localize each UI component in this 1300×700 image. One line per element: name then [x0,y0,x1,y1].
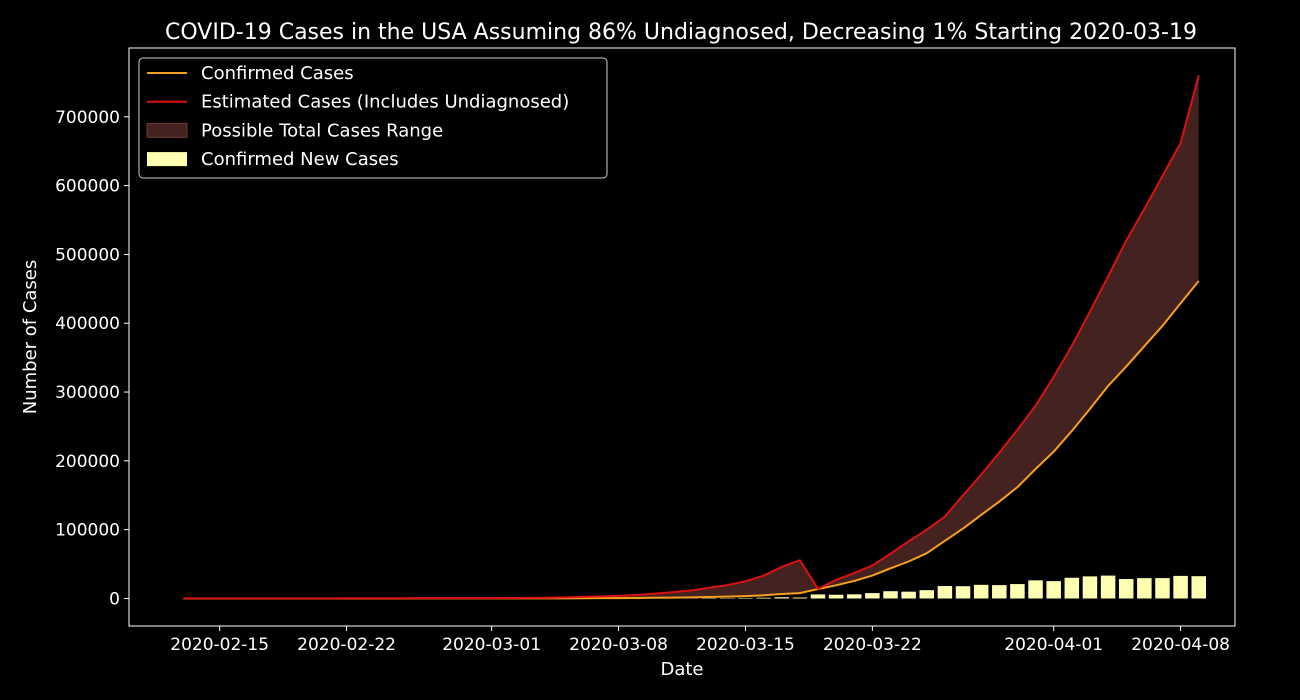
new-cases-bar [865,593,880,599]
x-tick-label: 2020-03-08 [569,635,668,655]
x-axis-label: Date [660,659,703,680]
new-cases-bar [883,591,898,599]
new-cases-bar [1064,577,1080,599]
legend-box [138,57,608,179]
new-cases-bar [937,586,953,599]
new-cases-bar [828,594,844,599]
legend-label: Possible Total Cases Range [201,120,443,141]
new-cases-bar [1137,578,1152,599]
chart-title: COVID-19 Cases in the USA Assuming 86% U… [165,20,1197,45]
new-cases-bar [955,586,971,599]
y-tick-label: 100000 [55,521,120,541]
legend-label: Confirmed Cases [201,63,354,84]
y-tick-label: 700000 [55,108,120,128]
new-cases-bar [1191,576,1206,599]
new-cases-bar [792,597,808,599]
new-cases-bar [1082,576,1098,599]
plot-frame [128,47,1236,627]
new-cases-bar [992,585,1007,599]
new-cases-bar [774,597,789,599]
x-tick-label: 2020-03-01 [442,635,541,655]
new-cases-bar [901,591,916,599]
legend: Confirmed Cases Estimated Cases (Includes… [138,57,608,179]
legend-swatch-bar [147,152,187,167]
legend-swatch-area [146,122,188,138]
y-tick-label: 400000 [55,314,120,334]
new-cases-bar [810,594,826,599]
new-cases-bar [738,597,753,599]
estimated-cases-line [183,75,1200,600]
x-tick-label: 2020-03-15 [696,635,795,655]
new-cases-bar [1118,579,1134,599]
new-cases-bar [1028,580,1043,599]
new-cases-bar [1155,578,1170,599]
new-cases-bar [846,594,862,599]
new-cases-bar [919,590,935,599]
new-cases-bar [1173,575,1188,599]
x-tick-label: 2020-03-22 [823,635,922,655]
x-tick-label: 2020-04-01 [1004,635,1103,655]
legend-label: Estimated Cases (Includes Undiagnosed) [201,92,569,113]
new-cases-bar [1010,584,1025,599]
y-tick-label: 600000 [55,177,120,197]
y-tick-label: 0 [109,589,120,609]
y-axis-label: Number of Cases [20,260,41,415]
y-tick-label: 200000 [55,452,120,472]
new-cases-bar [1100,575,1116,599]
y-tick-label: 500000 [55,245,120,265]
legend-label: Confirmed New Cases [201,149,399,170]
x-tick-label: 2020-04-08 [1131,635,1230,655]
new-cases-bar [756,597,771,599]
y-tick-label: 300000 [55,383,120,403]
new-cases-bar [973,584,989,599]
x-tick-label: 2020-02-15 [170,635,269,655]
x-tick-label: 2020-02-22 [297,635,396,655]
new-cases-bar [1046,581,1061,599]
